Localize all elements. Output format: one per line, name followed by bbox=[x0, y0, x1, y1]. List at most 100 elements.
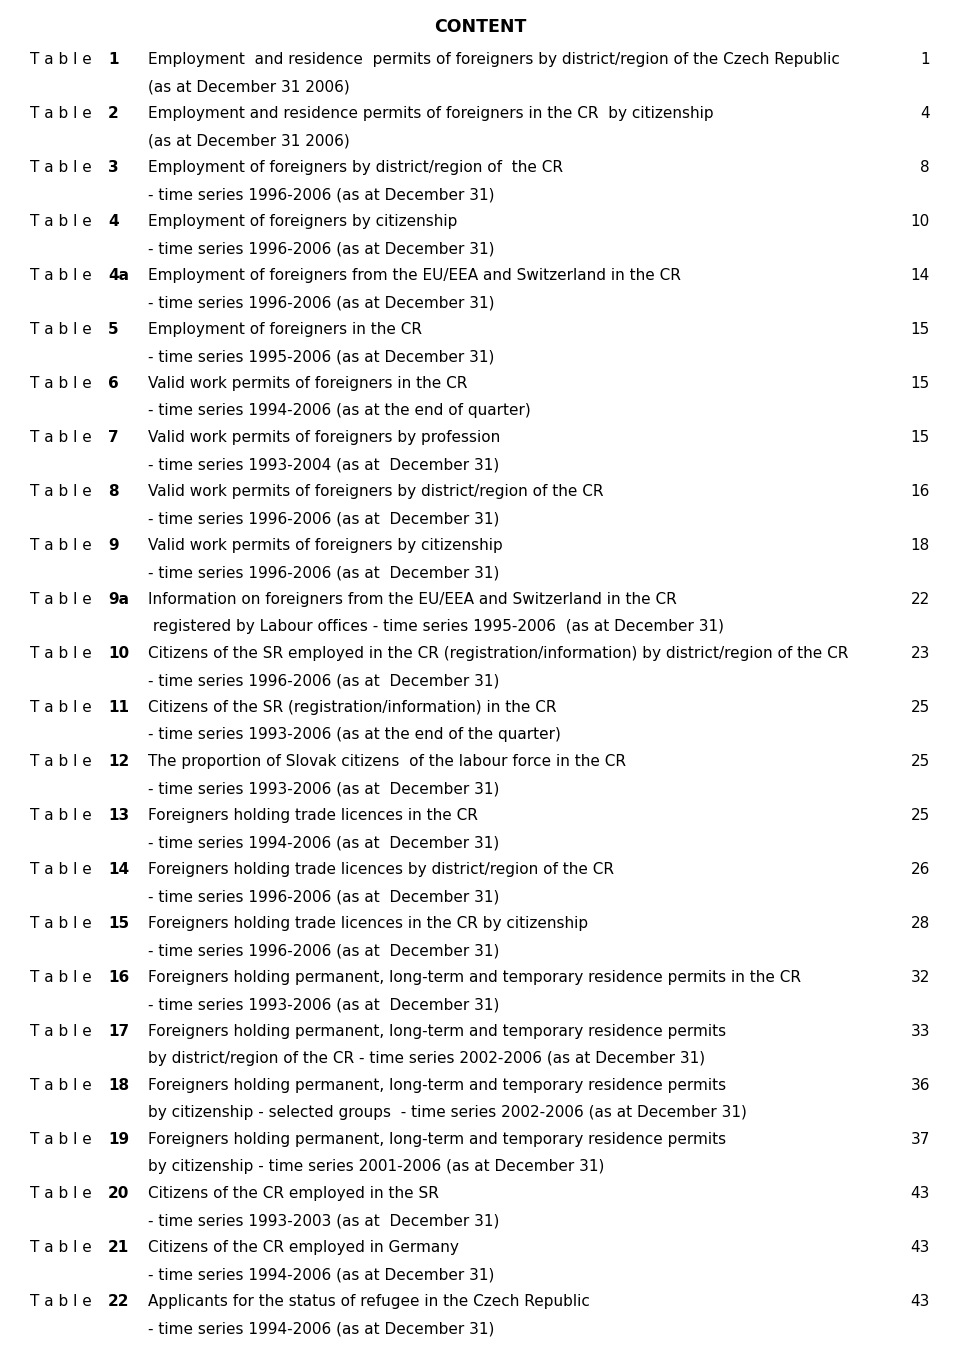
Text: - time series 1993-2004 (as at  December 31): - time series 1993-2004 (as at December … bbox=[148, 457, 499, 472]
Text: registered by Labour offices - time series 1995-2006  (as at December 31): registered by Labour offices - time seri… bbox=[148, 619, 724, 634]
Text: 10: 10 bbox=[108, 647, 130, 662]
Text: - time series 1994-2006 (as at December 31): - time series 1994-2006 (as at December … bbox=[148, 1321, 494, 1336]
Text: Foreigners holding permanent, long-term and temporary residence permits: Foreigners holding permanent, long-term … bbox=[148, 1079, 726, 1094]
Text: - time series 1993-2003 (as at  December 31): - time series 1993-2003 (as at December … bbox=[148, 1213, 499, 1228]
Text: 1: 1 bbox=[108, 52, 118, 67]
Text: Foreigners holding trade licences by district/region of the CR: Foreigners holding trade licences by dis… bbox=[148, 863, 614, 878]
Text: T a b l e: T a b l e bbox=[30, 431, 92, 446]
Text: 25: 25 bbox=[911, 755, 930, 770]
Text: Citizens of the CR employed in Germany: Citizens of the CR employed in Germany bbox=[148, 1240, 459, 1255]
Text: by citizenship - time series 2001-2006 (as at December 31): by citizenship - time series 2001-2006 (… bbox=[148, 1159, 605, 1174]
Text: Citizens of the SR (registration/information) in the CR: Citizens of the SR (registration/informa… bbox=[148, 700, 557, 715]
Text: T a b l e: T a b l e bbox=[30, 592, 92, 607]
Text: Applicants for the status of refugee in the Czech Republic: Applicants for the status of refugee in … bbox=[148, 1295, 589, 1310]
Text: - time series 1996-2006 (as at  December 31): - time series 1996-2006 (as at December … bbox=[148, 565, 499, 580]
Text: - time series 1994-2006 (as at December 31): - time series 1994-2006 (as at December … bbox=[148, 1267, 494, 1282]
Text: 28: 28 bbox=[911, 916, 930, 931]
Text: - time series 1996-2006 (as at  December 31): - time series 1996-2006 (as at December … bbox=[148, 673, 499, 688]
Text: 15: 15 bbox=[911, 323, 930, 338]
Text: - time series 1995-2006 (as at December 31): - time series 1995-2006 (as at December … bbox=[148, 349, 494, 364]
Text: 43: 43 bbox=[911, 1240, 930, 1255]
Text: T a b l e: T a b l e bbox=[30, 1132, 92, 1147]
Text: 12: 12 bbox=[108, 755, 130, 770]
Text: T a b l e: T a b l e bbox=[30, 971, 92, 986]
Text: Employment of foreigners by district/region of  the CR: Employment of foreigners by district/reg… bbox=[148, 160, 563, 175]
Text: Citizens of the SR employed in the CR (registration/information) by district/reg: Citizens of the SR employed in the CR (r… bbox=[148, 647, 849, 662]
Text: 18: 18 bbox=[108, 1079, 130, 1094]
Text: 21: 21 bbox=[108, 1240, 130, 1255]
Text: 17: 17 bbox=[108, 1024, 130, 1039]
Text: 11: 11 bbox=[108, 700, 129, 715]
Text: T a b l e: T a b l e bbox=[30, 1295, 92, 1310]
Text: 7: 7 bbox=[108, 431, 119, 446]
Text: - time series 1996-2006 (as at December 31): - time series 1996-2006 (as at December … bbox=[148, 241, 494, 256]
Text: Employment  and residence  permits of foreigners by district/region of the Czech: Employment and residence permits of fore… bbox=[148, 52, 840, 67]
Text: T a b l e: T a b l e bbox=[30, 916, 92, 931]
Text: 26: 26 bbox=[911, 863, 930, 878]
Text: - time series 1993-2006 (as at  December 31): - time series 1993-2006 (as at December … bbox=[148, 997, 499, 1012]
Text: 3: 3 bbox=[108, 160, 119, 175]
Text: T a b l e: T a b l e bbox=[30, 1240, 92, 1255]
Text: Foreigners holding trade licences in the CR: Foreigners holding trade licences in the… bbox=[148, 808, 478, 823]
Text: 4a: 4a bbox=[108, 268, 129, 283]
Text: 37: 37 bbox=[911, 1132, 930, 1147]
Text: Employment of foreigners in the CR: Employment of foreigners in the CR bbox=[148, 323, 422, 338]
Text: - time series 1996-2006 (as at  December 31): - time series 1996-2006 (as at December … bbox=[148, 889, 499, 904]
Text: Information on foreigners from the EU/EEA and Switzerland in the CR: Information on foreigners from the EU/EE… bbox=[148, 592, 677, 607]
Text: T a b l e: T a b l e bbox=[30, 323, 92, 338]
Text: 4: 4 bbox=[108, 215, 119, 230]
Text: T a b l e: T a b l e bbox=[30, 647, 92, 662]
Text: 14: 14 bbox=[911, 268, 930, 283]
Text: Foreigners holding permanent, long-term and temporary residence permits: Foreigners holding permanent, long-term … bbox=[148, 1132, 726, 1147]
Text: 15: 15 bbox=[911, 431, 930, 446]
Text: (as at December 31 2006): (as at December 31 2006) bbox=[148, 133, 349, 148]
Text: T a b l e: T a b l e bbox=[30, 268, 92, 283]
Text: 8: 8 bbox=[921, 160, 930, 175]
Text: (as at December 31 2006): (as at December 31 2006) bbox=[148, 79, 349, 94]
Text: - time series 1996-2006 (as at December 31): - time series 1996-2006 (as at December … bbox=[148, 295, 494, 310]
Text: 6: 6 bbox=[108, 376, 119, 391]
Text: Employment and residence permits of foreigners in the CR  by citizenship: Employment and residence permits of fore… bbox=[148, 107, 713, 122]
Text: T a b l e: T a b l e bbox=[30, 107, 92, 122]
Text: 4: 4 bbox=[921, 107, 930, 122]
Text: Foreigners holding permanent, long-term and temporary residence permits: Foreigners holding permanent, long-term … bbox=[148, 1024, 726, 1039]
Text: Foreigners holding permanent, long-term and temporary residence permits in the C: Foreigners holding permanent, long-term … bbox=[148, 971, 801, 986]
Text: - time series 1996-2006 (as at December 31): - time series 1996-2006 (as at December … bbox=[148, 187, 494, 202]
Text: - time series 1996-2006 (as at  December 31): - time series 1996-2006 (as at December … bbox=[148, 511, 499, 526]
Text: 1: 1 bbox=[921, 52, 930, 67]
Text: CONTENT: CONTENT bbox=[434, 18, 526, 36]
Text: 14: 14 bbox=[108, 863, 130, 878]
Text: - time series 1996-2006 (as at  December 31): - time series 1996-2006 (as at December … bbox=[148, 943, 499, 958]
Text: 25: 25 bbox=[911, 808, 930, 823]
Text: Valid work permits of foreigners by profession: Valid work permits of foreigners by prof… bbox=[148, 431, 500, 446]
Text: Employment of foreigners from the EU/EEA and Switzerland in the CR: Employment of foreigners from the EU/EEA… bbox=[148, 268, 681, 283]
Text: Valid work permits of foreigners by district/region of the CR: Valid work permits of foreigners by dist… bbox=[148, 484, 604, 499]
Text: Valid work permits of foreigners by citizenship: Valid work permits of foreigners by citi… bbox=[148, 539, 503, 554]
Text: 36: 36 bbox=[910, 1079, 930, 1094]
Text: T a b l e: T a b l e bbox=[30, 1187, 92, 1202]
Text: 16: 16 bbox=[108, 971, 130, 986]
Text: T a b l e: T a b l e bbox=[30, 863, 92, 878]
Text: Valid work permits of foreigners in the CR: Valid work permits of foreigners in the … bbox=[148, 376, 468, 391]
Text: The proportion of Slovak citizens  of the labour force in the CR: The proportion of Slovak citizens of the… bbox=[148, 755, 626, 770]
Text: T a b l e: T a b l e bbox=[30, 160, 92, 175]
Text: 18: 18 bbox=[911, 539, 930, 554]
Text: 8: 8 bbox=[108, 484, 119, 499]
Text: - time series 1994-2006 (as at the end of quarter): - time series 1994-2006 (as at the end o… bbox=[148, 403, 531, 418]
Text: by citizenship - selected groups  - time series 2002-2006 (as at December 31): by citizenship - selected groups - time … bbox=[148, 1105, 747, 1120]
Text: 22: 22 bbox=[911, 592, 930, 607]
Text: - time series 1994-2006 (as at  December 31): - time series 1994-2006 (as at December … bbox=[148, 835, 499, 850]
Text: T a b l e: T a b l e bbox=[30, 52, 92, 67]
Text: T a b l e: T a b l e bbox=[30, 539, 92, 554]
Text: by district/region of the CR - time series 2002-2006 (as at December 31): by district/region of the CR - time seri… bbox=[148, 1051, 706, 1066]
Text: T a b l e: T a b l e bbox=[30, 700, 92, 715]
Text: 19: 19 bbox=[108, 1132, 130, 1147]
Text: T a b l e: T a b l e bbox=[30, 1024, 92, 1039]
Text: T a b l e: T a b l e bbox=[30, 376, 92, 391]
Text: Foreigners holding trade licences in the CR by citizenship: Foreigners holding trade licences in the… bbox=[148, 916, 588, 931]
Text: 9: 9 bbox=[108, 539, 119, 554]
Text: 23: 23 bbox=[911, 647, 930, 662]
Text: 20: 20 bbox=[108, 1187, 130, 1202]
Text: 43: 43 bbox=[911, 1295, 930, 1310]
Text: 13: 13 bbox=[108, 808, 130, 823]
